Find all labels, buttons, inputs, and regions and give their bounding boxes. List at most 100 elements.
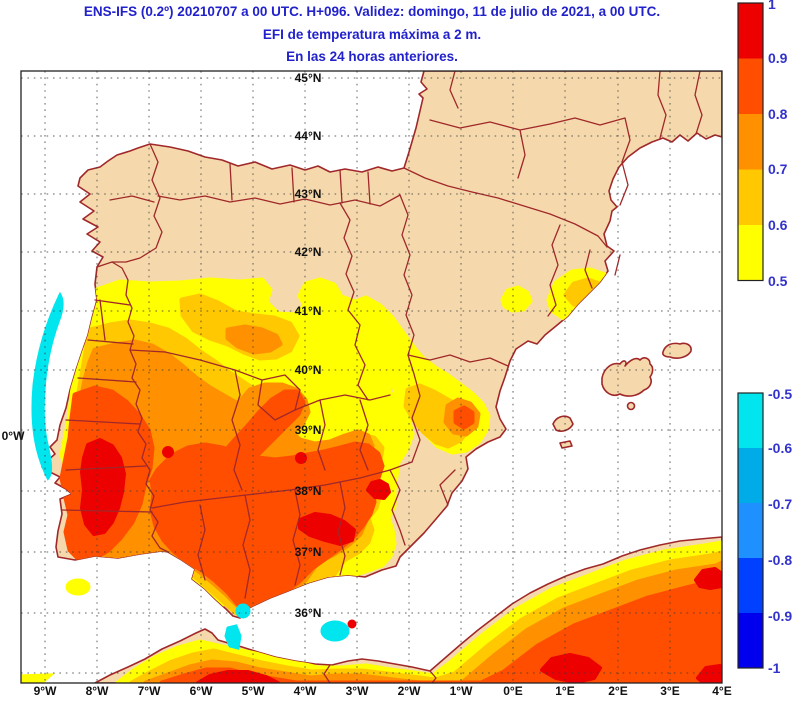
cbar-neg-tick-m0p9: -0.9 [768,608,792,624]
colorbar-negative: -0.5 -0.6 -0.7 -0.8 -0.9 -1 [737,386,792,676]
border-cantabrian-strip [157,163,401,207]
lon-label-4e: 4°E [712,684,731,698]
lon-label-7w: 7°W [138,684,161,698]
cbar-pos-tick-0p6: 0.6 [768,217,788,233]
lat-label-39n: 39°N [295,423,322,437]
cbar-neg-tick-m1: -1 [768,660,781,676]
efi-positive-iberia [59,267,627,618]
island-cabrera [626,401,636,411]
cbar-neg-seg-m0p6-m0p7 [738,448,763,503]
cbar-neg-tick-m0p6: -0.6 [768,440,792,456]
cbar-neg-seg-m0p9-m1 [738,613,763,668]
lat-label-38n: 38°N [295,484,322,498]
border-teruel-castellon [407,354,509,367]
island-menorca [662,342,692,359]
landmass-group [41,71,722,683]
efi-0p5-aragon-patch [500,285,533,313]
efi-0p9-speck-west [162,446,174,458]
cyan-gibraltar-spot [235,603,251,619]
border-aragon-west [399,194,415,356]
cbar-pos-tick-1: 1 [768,0,776,12]
cbar-pos-seg-0p9-1 [738,3,763,59]
lon-label-3w: 3°W [346,684,369,698]
border-castilla-leon-east [339,202,369,401]
efi-0p8-andalusia [149,441,385,615]
border-catalonia-west [547,224,561,317]
cbar-pos-seg-0p8-0p9 [738,58,763,114]
cbar-pos-tick-0p9: 0.9 [768,50,788,66]
island-ibiza [552,415,574,432]
lon-label-0e: 0°E [503,684,522,698]
island-mallorca [601,357,654,397]
border-france-internal [429,71,703,206]
africa-efi-0p9-morocco [196,670,280,683]
cbar-pos-seg-0p6-0p7 [738,169,763,225]
efi-negative-sea [21,291,357,683]
border-andalusia-north [151,461,413,509]
lat-label-36n: 36°N [295,606,322,620]
cbar-neg-seg-m0p5-m0p6 [738,393,763,448]
cbar-pos-seg-0p7-0p8 [738,114,763,170]
border-galicia [109,143,163,263]
cbar-pos-tick-0p7: 0.7 [768,161,788,177]
lon-label-4w: 4°W [294,684,317,698]
colorbar-positive: 1 0.9 0.8 0.7 0.6 0.5 [737,0,788,289]
yellow-corner-wedge [21,673,55,683]
efi-positive-africa [115,540,722,683]
lat-label-44n: 44°N [295,129,322,143]
border-extremadura [231,369,243,491]
alboran-island-dot [347,619,357,629]
cbar-pos-outline [737,2,764,282]
efi-0p8-teruel-dot [453,405,475,430]
lon-label-8w: 8°W [86,684,109,698]
cbar-neg-outline [737,392,764,669]
lon-label-1e: 1°E [555,684,574,698]
lon-label-2w: 2°W [398,684,421,698]
cbar-pos-tick-0p5: 0.5 [768,273,788,289]
cbar-pos-tick-0p8: 0.8 [768,106,788,122]
cbar-neg-tick-m0p8: -0.8 [768,552,792,568]
lat-label-45n: 45°N [295,71,322,85]
lon-label-2e: 2°E [608,684,627,698]
efi-0p5-burgos-patch [297,277,343,313]
lat-label-37n: 37°N [295,545,322,559]
lat-label-41n: 41°N [295,304,322,318]
lat-label-43n: 43°N [295,187,322,201]
latitude-labels: 45°N 44°N 43°N 42°N 41°N 40°N 39°N 38°N … [2,71,322,620]
lon-label-9w: 9°W [34,684,57,698]
lon-label-5w: 5°W [242,684,265,698]
map-title-line3: En las 24 horas anteriores. [286,49,458,64]
border-andalusia-provinces [197,481,346,599]
border-pyrenees [403,167,608,248]
lat-label-40n: 40°N [295,363,322,377]
border-catalonia-internal [584,249,621,289]
africa-efi-0p9-east-upper [694,567,722,590]
border-murcia-valencia [389,354,456,546]
cbar-pos-seg-0p5-0p6 [738,225,763,281]
cbar-neg-tick-m0p5: -0.5 [768,386,792,402]
map-title-line2: EFI de temperatura máxima a 2 m. [263,27,481,42]
border-clm-internal [317,399,369,471]
island-formentera [559,440,573,449]
africa-efi-0p9-algeria [540,653,602,683]
map-title-line1: ENS-IFS (0.2º) 20210707 a 00 UTC. H+096.… [84,4,660,19]
cyan-alboran-oval [320,620,350,642]
lon-label-6w: 6°W [190,684,213,698]
lon-label-3e: 3°E [660,684,679,698]
cyan-strait-sliver [224,624,242,650]
lon-label-1w: 1°W [450,684,473,698]
border-portugal-spain [96,261,169,553]
border-portugal-districts [61,299,153,513]
cbar-neg-tick-m0p7: -0.7 [768,496,792,512]
yellow-sea-spot-southwest [65,578,91,596]
admin-borders [61,71,703,683]
africa-efi-0p9-east-corner [696,664,722,683]
left-edge-meridian-label: 0°W [2,429,25,443]
cbar-neg-seg-m0p8-m0p9 [738,558,763,613]
map-frame [20,70,723,684]
cbar-neg-seg-m0p7-m0p8 [738,503,763,558]
border-sistema-central [129,349,391,411]
efi-0p9-speck-central [295,452,307,464]
